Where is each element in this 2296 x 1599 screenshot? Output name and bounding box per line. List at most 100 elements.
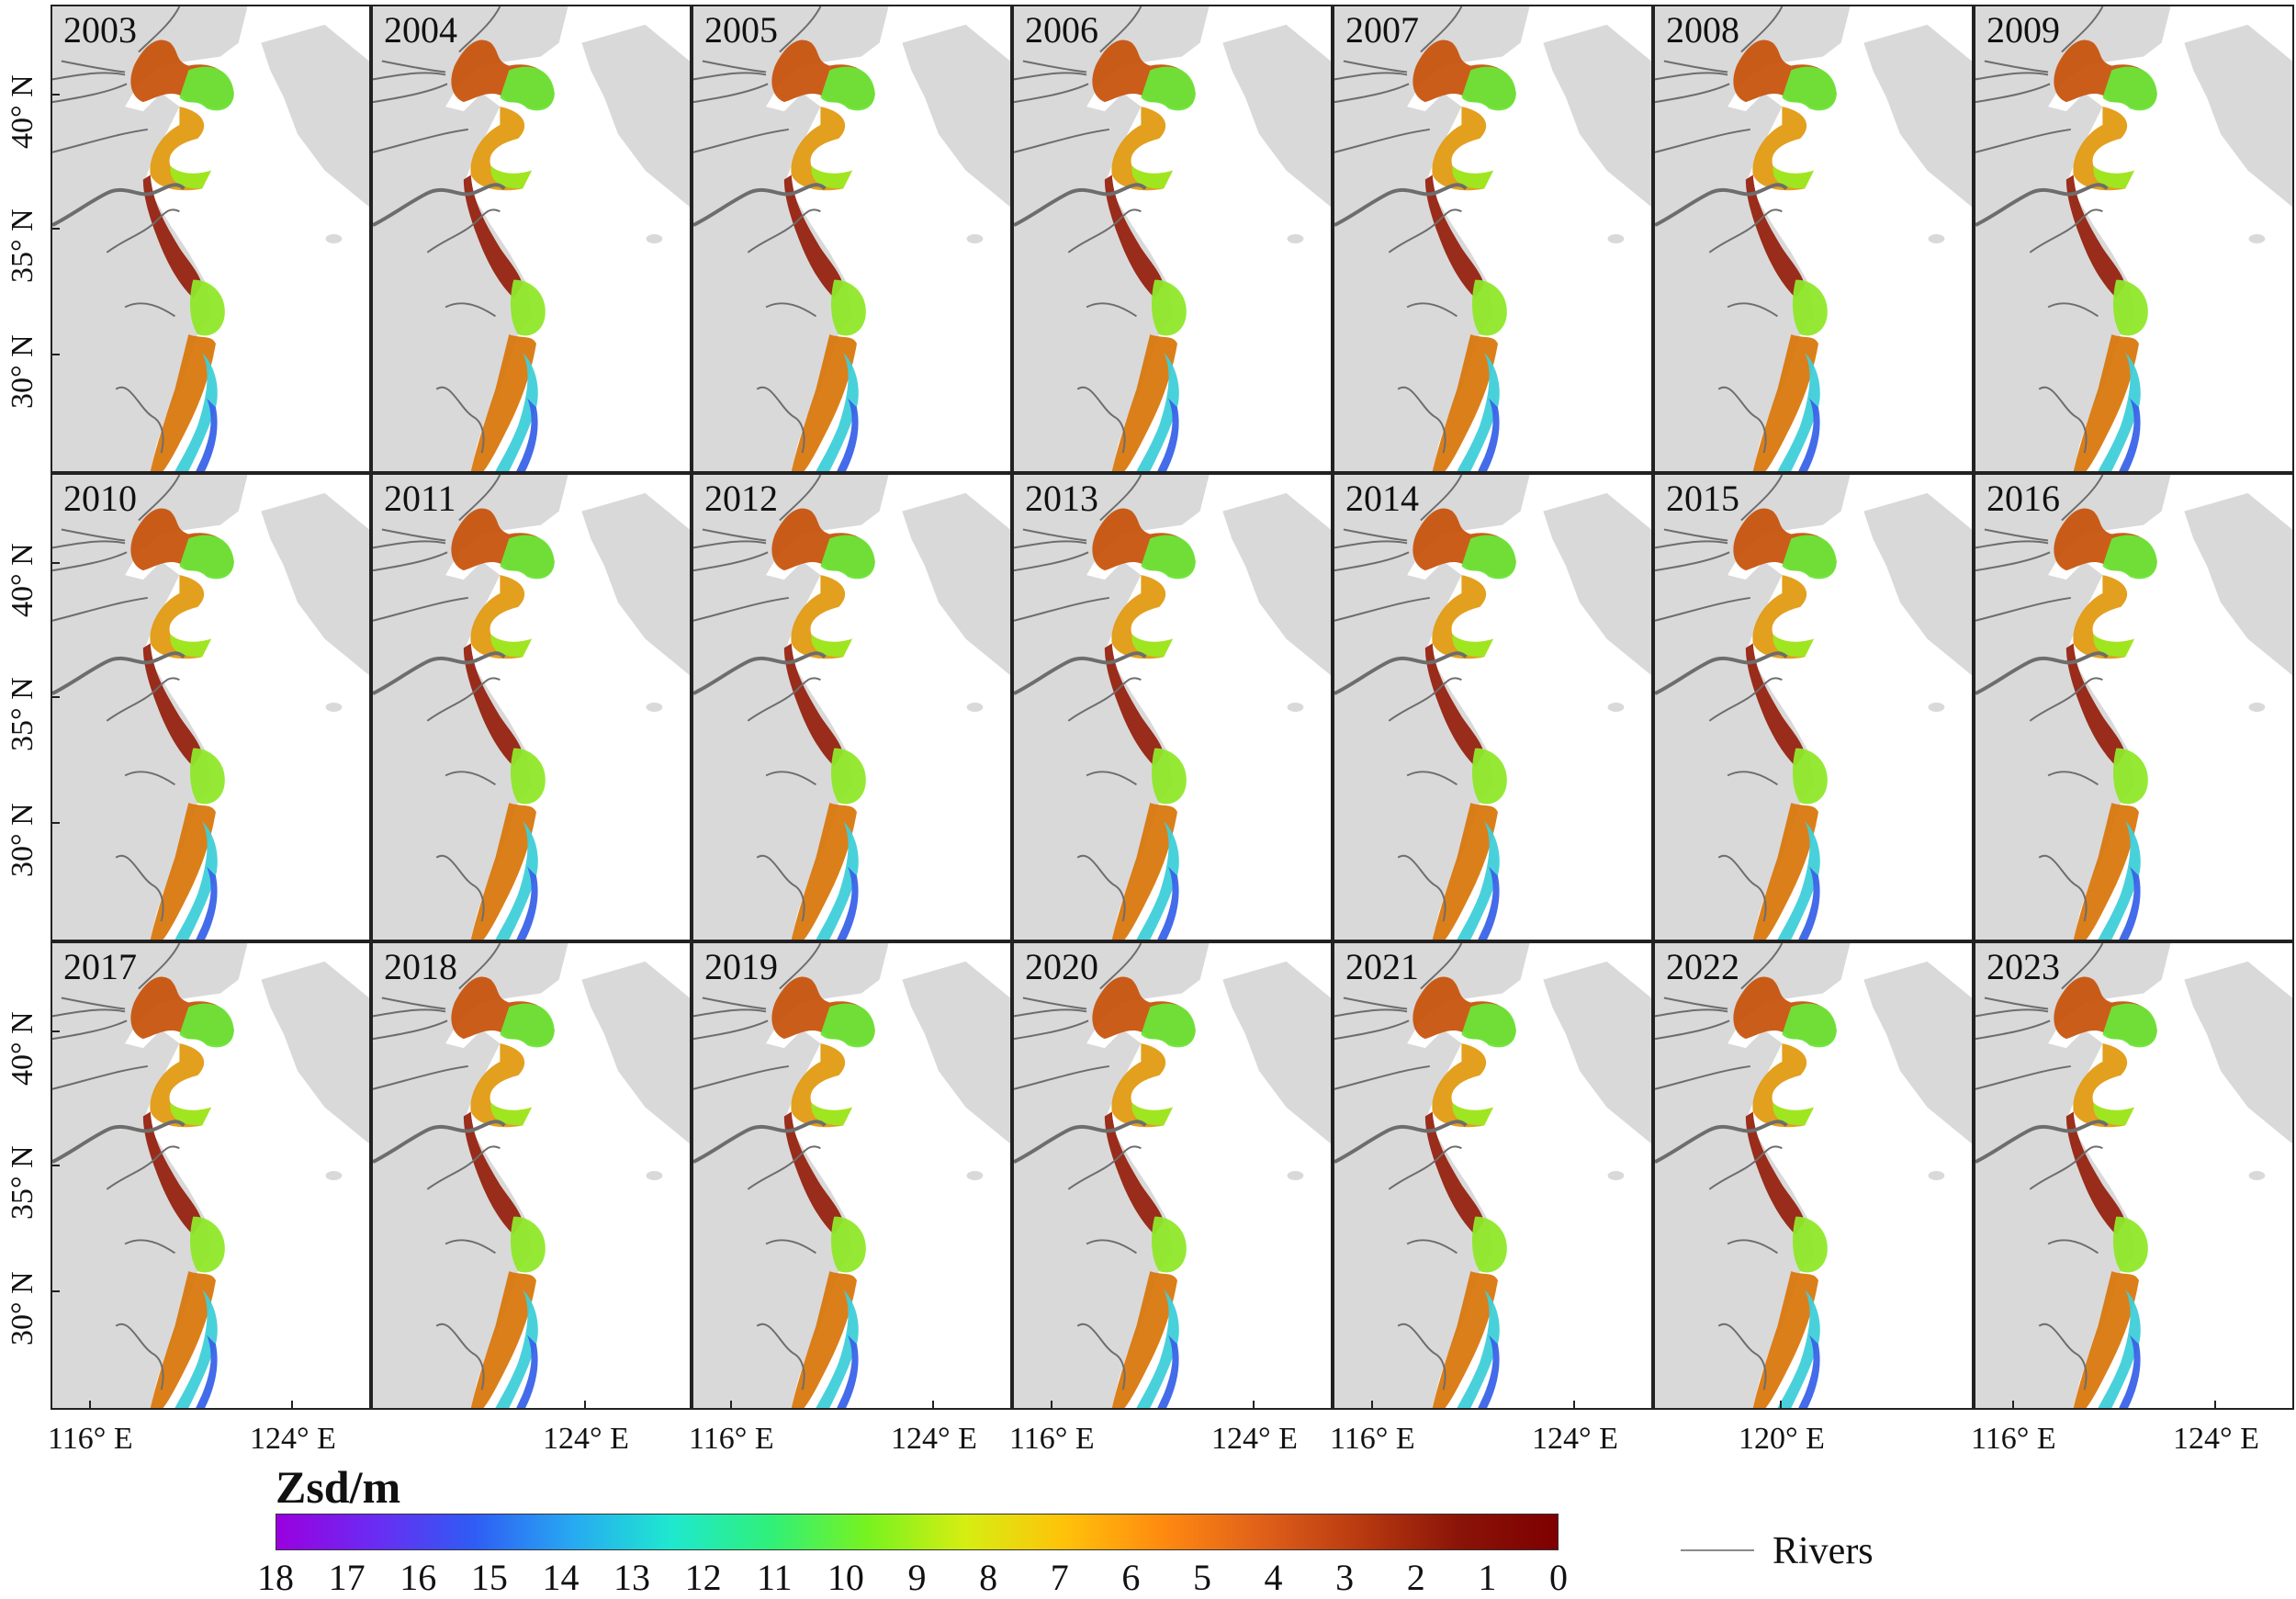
year-label: 2010: [63, 478, 137, 519]
lat-tick: [51, 696, 60, 698]
year-label: 2015: [1666, 478, 1739, 519]
lon-label: 116° E: [1330, 1422, 1415, 1456]
lon-label: 116° E: [1009, 1422, 1095, 1456]
year-label: 2023: [1986, 946, 2060, 987]
river-line: [1334, 1008, 1408, 1018]
river-line: [381, 60, 446, 73]
river-line: [1014, 1019, 1089, 1041]
zsd-region-5: [189, 1216, 225, 1273]
korea-land: [581, 961, 690, 1144]
korea-land: [261, 961, 369, 1144]
river-line: [1975, 1064, 2071, 1090]
river-line: [693, 128, 789, 153]
zsd-region-2: [1752, 1043, 1814, 1128]
river-line: [1334, 551, 1410, 572]
zsd-region-6: [1752, 334, 1818, 471]
map-panel-2019: 2019: [692, 941, 1012, 1410]
zsd-region-7: [495, 353, 538, 471]
colorbar-tick-label: 16: [400, 1557, 437, 1598]
zsd-region-6: [150, 803, 216, 940]
map-panel-2017: 2017: [51, 941, 371, 1410]
zsd-region-8: [837, 1334, 859, 1408]
colorbar-tick-label: 3: [1335, 1557, 1355, 1598]
zsd-region-6: [470, 1271, 536, 1408]
river-line: [138, 6, 181, 53]
year-label: 2008: [1666, 9, 1739, 51]
river-line: [1727, 1239, 1779, 1255]
zsd-region-4: [463, 175, 523, 298]
river-line: [747, 208, 821, 253]
lon-label: 120° E: [1739, 1422, 1825, 1456]
zsd-region-8: [516, 1334, 538, 1408]
zsd-region-3: [811, 165, 852, 189]
year-label: 2005: [704, 9, 778, 51]
river-line: [124, 1239, 176, 1255]
map-panel-2022: 2022: [1653, 941, 1974, 1410]
river-line: [373, 540, 446, 549]
year-label: 2012: [704, 478, 778, 519]
river-line: [1014, 183, 1147, 227]
river-line: [1708, 1145, 1783, 1190]
river-line: [1708, 208, 1783, 253]
zsd-region-7: [2098, 353, 2141, 471]
zsd-region-5: [830, 748, 866, 805]
zsd-region-7: [816, 353, 859, 471]
zsd-region-2: [791, 575, 852, 659]
map-svg: [373, 943, 690, 1408]
year-label: 2006: [1025, 9, 1098, 51]
zsd-region-1: [820, 66, 875, 111]
map-panel-2006: 2006: [1012, 5, 1333, 473]
zsd-region-8: [1157, 866, 1179, 940]
year-label: 2014: [1345, 478, 1419, 519]
zsd-region-8: [2119, 1334, 2141, 1408]
map-panel-2014: 2014: [1333, 473, 1653, 941]
korea-land: [902, 492, 1010, 676]
river-line: [693, 1064, 789, 1090]
zsd-region-6: [470, 334, 536, 471]
map-panel-2021: 2021: [1333, 941, 1653, 1410]
zsd-region-5: [1792, 1216, 1828, 1273]
map-panel-2009: 2009: [1974, 5, 2294, 473]
river-line: [693, 72, 767, 81]
lon-label: 124° E: [891, 1422, 977, 1456]
jeju-island: [325, 234, 343, 243]
zsd-region-5: [189, 279, 225, 336]
lat-label: 35° N: [6, 1145, 39, 1220]
lat-tick: [51, 1030, 60, 1032]
map-grid: 2003 2004 2005 2006 2007 2008 2009 2010 2011 2012…: [51, 5, 2294, 1410]
jeju-island: [1287, 1171, 1304, 1180]
river-line: [1343, 997, 1408, 1010]
korea-land: [1863, 961, 1972, 1144]
zsd-region-5: [1151, 748, 1187, 805]
river-line: [1975, 183, 2109, 227]
zsd-region-8: [196, 1334, 218, 1408]
china-land: [1014, 943, 1210, 1408]
river-line: [373, 551, 448, 572]
china-land: [373, 6, 568, 471]
zsd-region-3: [1773, 165, 1814, 189]
river-line: [381, 997, 446, 1010]
zsd-region-4: [1104, 643, 1165, 767]
zsd-region-8: [516, 866, 538, 940]
river-line: [779, 6, 822, 53]
river-line: [1076, 386, 1126, 454]
river-line: [106, 677, 180, 722]
china-land: [1334, 475, 1530, 940]
china-land: [1334, 6, 1530, 471]
year-label: 2017: [63, 946, 137, 987]
jeju-island: [1287, 703, 1304, 712]
river-line: [1708, 677, 1783, 722]
zsd-region-8: [837, 398, 859, 471]
rivers-legend-label: Rivers: [1773, 1530, 1874, 1572]
map-panel-2013: 2013: [1012, 473, 1333, 941]
zsd-region-6: [1432, 803, 1498, 940]
river-line: [1334, 128, 1430, 153]
zsd-region-5: [830, 1216, 866, 1273]
china-land: [373, 475, 568, 940]
zsd-region-5: [1471, 279, 1507, 336]
river-line: [1740, 943, 1784, 990]
china-land: [1655, 475, 1851, 940]
river-line: [1655, 540, 1728, 549]
jeju-island: [1607, 703, 1625, 712]
river-line: [52, 183, 186, 227]
